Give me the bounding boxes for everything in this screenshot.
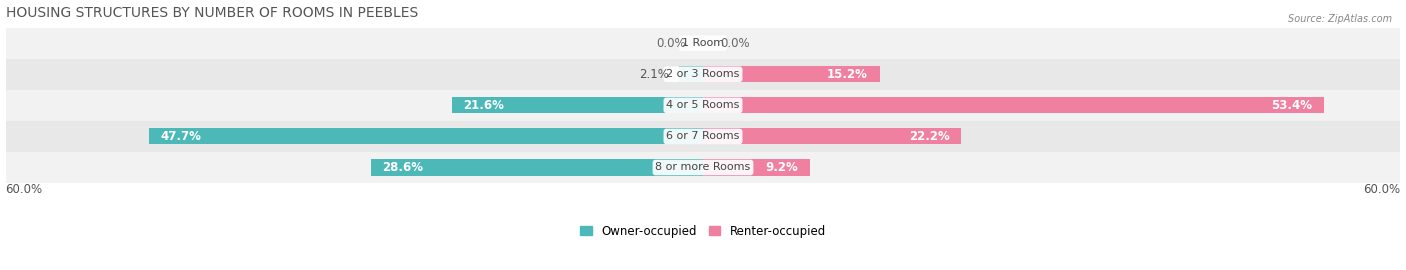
Bar (703, 66, 880, 82)
Text: 9.2%: 9.2% (766, 161, 799, 174)
Text: 2.1%: 2.1% (640, 68, 669, 81)
Text: 2 or 3 Rooms: 2 or 3 Rooms (666, 69, 740, 79)
Legend: Owner-occupied, Renter-occupied: Owner-occupied, Renter-occupied (575, 220, 831, 242)
Text: 21.6%: 21.6% (464, 99, 505, 112)
Bar (371, 159, 703, 176)
Bar (703, 128, 962, 144)
Text: 4 or 5 Rooms: 4 or 5 Rooms (666, 100, 740, 110)
Text: 15.2%: 15.2% (827, 68, 868, 81)
Text: 8 or more Rooms: 8 or more Rooms (655, 163, 751, 173)
Text: 6 or 7 Rooms: 6 or 7 Rooms (666, 131, 740, 141)
Bar (149, 128, 703, 144)
Bar (451, 97, 703, 113)
Bar (6, 59, 1400, 90)
Text: 0.0%: 0.0% (657, 37, 686, 50)
Text: 28.6%: 28.6% (382, 161, 423, 174)
Text: 60.0%: 60.0% (1364, 183, 1400, 196)
Bar (679, 66, 703, 82)
Bar (6, 121, 1400, 152)
Text: 0.0%: 0.0% (720, 37, 749, 50)
Text: HOUSING STRUCTURES BY NUMBER OF ROOMS IN PEEBLES: HOUSING STRUCTURES BY NUMBER OF ROOMS IN… (6, 6, 418, 19)
Text: 1 Room: 1 Room (682, 38, 724, 48)
Bar (6, 152, 1400, 183)
Bar (703, 97, 1323, 113)
Text: 53.4%: 53.4% (1271, 99, 1312, 112)
Text: 60.0%: 60.0% (6, 183, 42, 196)
Bar (6, 90, 1400, 121)
Text: 47.7%: 47.7% (160, 130, 201, 143)
Text: Source: ZipAtlas.com: Source: ZipAtlas.com (1288, 14, 1392, 23)
Text: 22.2%: 22.2% (908, 130, 949, 143)
Bar (6, 28, 1400, 59)
Bar (703, 159, 810, 176)
